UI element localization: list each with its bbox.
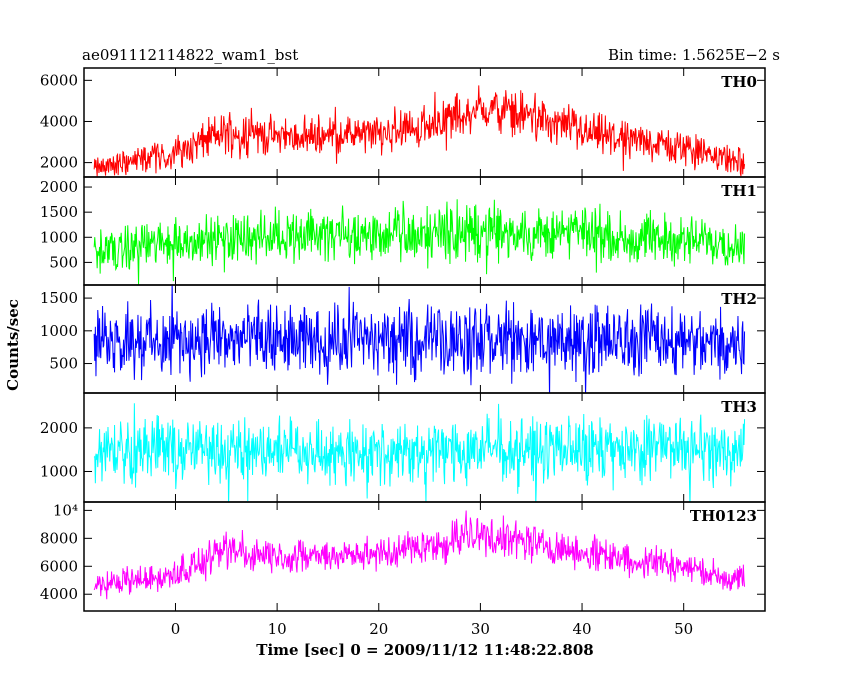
- panel-th1: 500 1000 1500 2000 TH1: [40, 176, 766, 286]
- y-tick-label: 500: [49, 253, 78, 271]
- y-tick-label: 4000: [40, 112, 78, 130]
- panel-label: TH2: [721, 290, 757, 308]
- series-th2: [93, 285, 746, 393]
- series-th0123: [93, 510, 746, 600]
- x-tick-label: 50: [674, 620, 693, 638]
- series-th3: [93, 403, 746, 502]
- y-tick-label: 6000: [40, 557, 78, 575]
- panel-label: TH1: [721, 182, 757, 200]
- x-tick-label: 30: [471, 620, 490, 638]
- x-tick-label: 0: [171, 620, 181, 638]
- y-tick-label: 1500: [40, 203, 78, 221]
- chart-title-left: ae091112114822_wam1_bst: [82, 46, 298, 64]
- x-tick-label: 40: [572, 620, 591, 638]
- panel-label: TH3: [721, 398, 757, 416]
- panels: 2000 4000 6000 TH0 500 1000 1500 2000 TH1 500 1000…: [40, 67, 766, 612]
- y-tick-label: 2000: [40, 178, 78, 196]
- y-tick-label: 10⁴: [53, 501, 78, 519]
- panel-th0123: 4000 6000 8000 10⁴ TH0123: [40, 501, 766, 612]
- y-tick-label: 2000: [40, 154, 78, 172]
- panel-frame: [83, 501, 766, 612]
- y-tick-label: 1000: [40, 462, 78, 480]
- y-tick-label: 4000: [40, 585, 78, 603]
- y-tick-label: 2000: [40, 419, 78, 437]
- y-axis-label: Counts/sec: [4, 299, 22, 391]
- x-tick-label: 20: [369, 620, 388, 638]
- y-tick-label: 1000: [40, 228, 78, 246]
- panel-th2: 500 1000 1500 TH2: [40, 284, 766, 394]
- y-tick-label: 6000: [40, 71, 78, 89]
- x-tick-label: 10: [268, 620, 287, 638]
- y-tick-label: 500: [49, 355, 78, 373]
- x-axis-ticks: 0 10 20 30 40 50: [171, 620, 694, 638]
- x-axis-label: Time [sec] 0 = 2009/11/12 11:48:22.808: [256, 641, 593, 659]
- panel-label: TH0: [721, 73, 757, 91]
- series-th1: [93, 199, 746, 285]
- y-tick-label: 1500: [40, 289, 78, 307]
- panel-label: TH0123: [690, 507, 757, 525]
- panel-th3: 1000 2000 TH3: [40, 392, 766, 503]
- y-tick-label: 8000: [40, 529, 78, 547]
- chart-title-right: Bin time: 1.5625E−2 s: [608, 46, 780, 64]
- series-th0: [93, 85, 746, 177]
- panel-th0: 2000 4000 6000 TH0: [40, 67, 766, 178]
- y-tick-label: 1000: [40, 322, 78, 340]
